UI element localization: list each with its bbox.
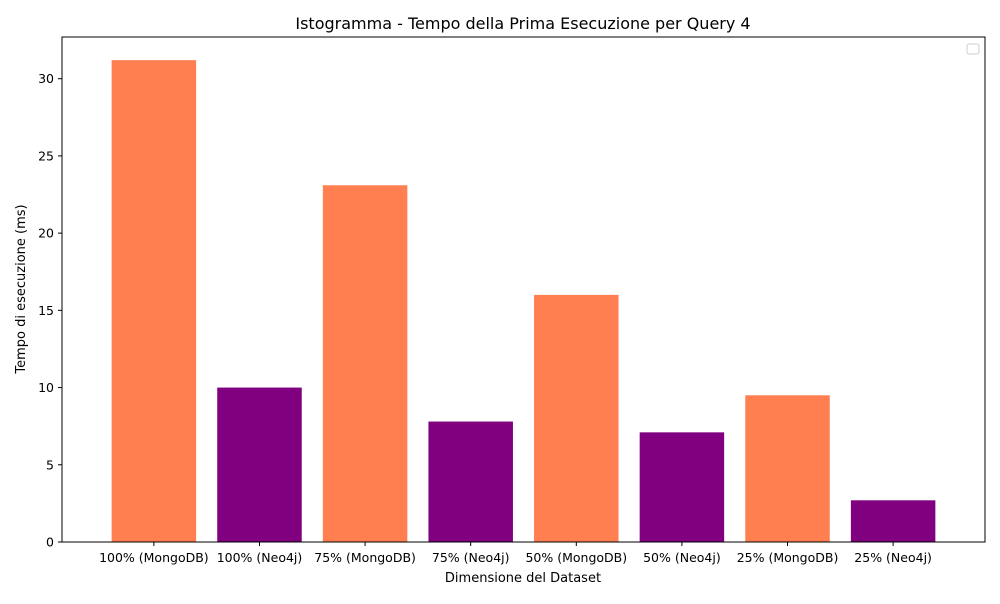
x-axis: 100% (MongoDB) 100% (Neo4j) 75% (MongoDB) 7… (99, 542, 932, 565)
x-tick-label: 100% (Neo4j) (217, 550, 303, 565)
bar-1 (217, 387, 302, 542)
x-tick-label: 75% (MongoDB) (314, 550, 416, 565)
y-tick-label: 30 (38, 71, 54, 86)
x-tick-label: 100% (MongoDB) (99, 550, 209, 565)
y-axis-label: Tempo di esecuzione (ms) (14, 204, 29, 374)
y-tick-label: 20 (38, 226, 54, 241)
bar-6 (745, 395, 830, 542)
chart-title: Istogramma - Tempo della Prima Esecuzion… (295, 14, 750, 33)
y-tick-label: 0 (46, 535, 54, 550)
y-tick-label: 10 (38, 380, 54, 395)
x-axis-label: Dimensione del Dataset (445, 571, 601, 586)
legend-box (966, 43, 980, 55)
bar-7 (850, 500, 936, 542)
x-tick-label: 50% (MongoDB) (525, 550, 627, 565)
bar-4 (534, 294, 619, 542)
y-tick-label: 15 (38, 303, 54, 318)
bar-2 (322, 185, 408, 542)
x-tick-label: 25% (Neo4j) (854, 550, 932, 565)
bar-5 (639, 432, 725, 542)
bar-3 (428, 421, 513, 542)
y-axis: 0 5 10 15 20 25 30 (38, 71, 62, 550)
x-tick-label: 25% (MongoDB) (737, 550, 839, 565)
x-tick-label: 75% (Neo4j) (432, 550, 510, 565)
plot-area (61, 36, 986, 543)
y-tick-label: 5 (46, 457, 54, 472)
x-tick-label: 50% (Neo4j) (643, 550, 721, 565)
bars-layer (111, 60, 936, 543)
y-tick-label: 25 (38, 148, 54, 163)
bar-0 (111, 60, 197, 543)
